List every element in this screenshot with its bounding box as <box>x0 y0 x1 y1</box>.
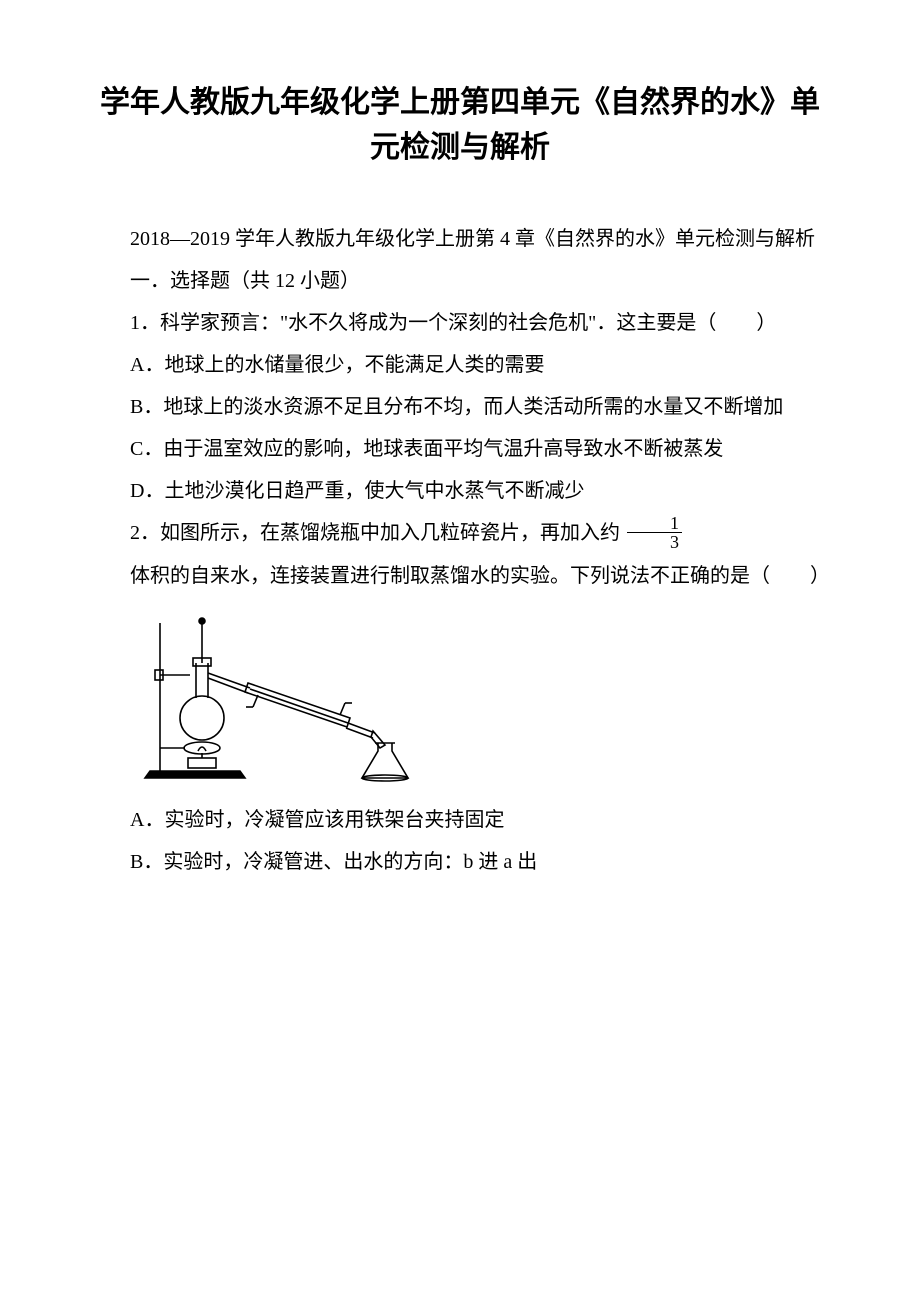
fraction-numerator: 1 <box>627 514 682 533</box>
q2-option-a: A．实验时，冷凝管应该用铁架台夹持固定 <box>90 801 830 839</box>
apparatus-svg-icon <box>130 603 470 788</box>
q1-option-c-text: C．由于温室效应的影响，地球表面平均气温升高导致水不断被蒸发 <box>90 430 830 468</box>
fraction-one-third: 1 3 <box>627 514 682 551</box>
page-title: 学年人教版九年级化学上册第四单元《自然界的水》单元检测与解析 <box>90 80 830 170</box>
q2-stem-before-fraction: 2．如图所示，在蒸馏烧瓶中加入几粒碎瓷片，再加入约 <box>130 522 620 544</box>
distillation-apparatus-diagram <box>130 603 830 793</box>
q1-option-a: A．地球上的水储量很少，不能满足人类的需要 <box>90 346 830 384</box>
q2-option-b: B．实验时，冷凝管进、出水的方向：b 进 a 出 <box>90 843 830 881</box>
fraction-denominator: 3 <box>627 533 682 551</box>
q1-option-b: B．地球上的淡水资源不足且分布不均，而人类活动所需的水量又不断增加 <box>90 388 830 426</box>
q2-stem-line2: 体积的自来水，连接装置进行制取蒸馏水的实验。下列说法不正确的是（ ） <box>90 557 830 595</box>
q2-stem-line1: 2．如图所示，在蒸馏烧瓶中加入几粒碎瓷片，再加入约 1 3 <box>90 514 830 553</box>
q1-stem: 1．科学家预言："水不久将成为一个深刻的社会危机"．这主要是（ ） <box>90 304 830 342</box>
q1-option-b-text: B．地球上的淡水资源不足且分布不均，而人类活动所需的水量又不断增加 <box>90 388 830 426</box>
q1-option-d: D．土地沙漠化日趋严重，使大气中水蒸气不断减少 <box>90 472 830 510</box>
section-heading: 一．选择题（共 12 小题） <box>90 262 830 300</box>
q1-option-c: C．由于温室效应的影响，地球表面平均气温升高导致水不断被蒸发 <box>90 430 830 468</box>
intro-paragraph: 2018—2019 学年人教版九年级化学上册第 4 章《自然界的水》单元检测与解… <box>90 220 830 258</box>
